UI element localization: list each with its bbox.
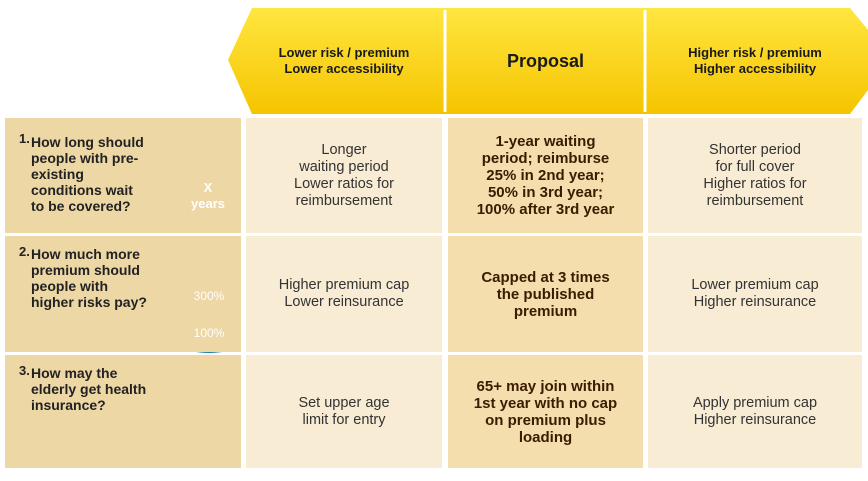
header-cell: Lower risk / premium Lower accessibility (246, 12, 442, 110)
question-line: insurance? (31, 397, 106, 413)
answer-cell: Capped at 3 times the published premium (448, 236, 643, 352)
answer-line: 25% in 2nd year; (486, 167, 605, 184)
question-line: How much more (31, 246, 140, 262)
answer-cell: Higher premium cap Lower reinsurance (246, 236, 442, 352)
answer-cell: Longer waiting period Lower ratios for reim… (246, 118, 442, 233)
answer-line: the published (496, 285, 595, 303)
question-line: conditions wait (31, 182, 133, 198)
answer-line: 50% in 3rd year; (487, 184, 604, 201)
question-cell: 1. How long should people with pre-existin… (5, 118, 241, 233)
answer-line: Apply premium cap (692, 394, 818, 411)
question-text: How may the elderly get health insurance? (31, 365, 241, 413)
question-number: 1. (19, 131, 30, 146)
answer-line: Higher premium cap (278, 277, 410, 293)
answer-line: Higher ratios for (703, 175, 807, 192)
answer-cell: Set upper age limit for entry (246, 355, 442, 468)
header-arrow (228, 8, 868, 114)
header-line: Higher accessibility (693, 61, 817, 76)
answer-line: Higher reinsurance (693, 411, 817, 428)
answer-line: Longer (321, 141, 367, 158)
answer-line: waiting period (299, 158, 389, 175)
header-cell: Proposal (448, 12, 643, 110)
icon-text: 300% (193, 289, 225, 303)
answer-line: Lower ratios for (294, 175, 394, 192)
question-line: How long should (31, 134, 144, 150)
answer-line: Shorter period (709, 141, 801, 158)
question-line: How may the (31, 365, 118, 381)
question-line: premium should (31, 262, 140, 278)
header-line: Higher risk / premium (688, 45, 822, 60)
answer-line: 1st year with no cap (473, 394, 618, 412)
answer-line: Set upper age (298, 394, 390, 411)
answer-line: on premium plus (485, 411, 606, 429)
answer-cell: 65+ may join within 1st year with no cap o… (448, 355, 643, 468)
header-line: Lower accessibility (284, 61, 404, 76)
answer-line: limit for entry (302, 411, 386, 428)
icon-text: 100% (193, 326, 225, 340)
question-line: people with (31, 278, 108, 294)
question-number: 3. (19, 363, 30, 378)
answer-line: 100% after 3rd year (476, 201, 615, 218)
header-line: Proposal (506, 51, 585, 71)
answer-line: 1-year waiting (495, 133, 596, 150)
answer-line: 65+ may join within (476, 377, 615, 395)
question-line: to be covered? (31, 198, 131, 214)
answer-cell: Apply premium cap Higher reinsurance (648, 355, 862, 468)
answer-line: reimbursement (295, 192, 393, 209)
answer-line: Higher reinsurance (693, 294, 817, 310)
question-text: How much more premium should people with hi… (31, 246, 241, 310)
question-line: elderly get health (31, 381, 147, 397)
question-number: 2. (19, 244, 30, 259)
question-text: How long should people with pre-existing c… (31, 134, 241, 214)
question-line: existing (31, 166, 84, 182)
answer-line: loading (518, 428, 573, 446)
question-line: higher risks pay? (31, 294, 147, 310)
answer-line: period; reimburse (481, 150, 610, 167)
header-line: Lower risk / premium (278, 45, 410, 60)
answer-cell: Shorter period for full cover Higher ratio… (648, 118, 862, 233)
answer-cell: 1-year waiting period; reimburse 25% in 2n… (448, 118, 643, 233)
answer-line: for full cover (715, 158, 795, 175)
answer-cell: Lower premium cap Higher reinsurance (648, 236, 862, 352)
answer-line: Lower reinsurance (284, 294, 404, 310)
answer-line: Lower premium cap (691, 277, 819, 293)
icon-text: X (203, 180, 213, 195)
icon-text: years (191, 196, 225, 211)
question-cell: 2. How much more premium should people with… (5, 236, 241, 352)
answer-line: premium (513, 302, 578, 320)
answer-line: reimbursement (706, 192, 804, 209)
header-cell: Higher risk / premium Higher accessibilit… (648, 12, 862, 110)
question-cell: 3. How may the elderly get health insurance… (5, 355, 241, 468)
question-line: people with pre- (31, 150, 139, 166)
answer-line: Capped at 3 times (481, 268, 610, 286)
